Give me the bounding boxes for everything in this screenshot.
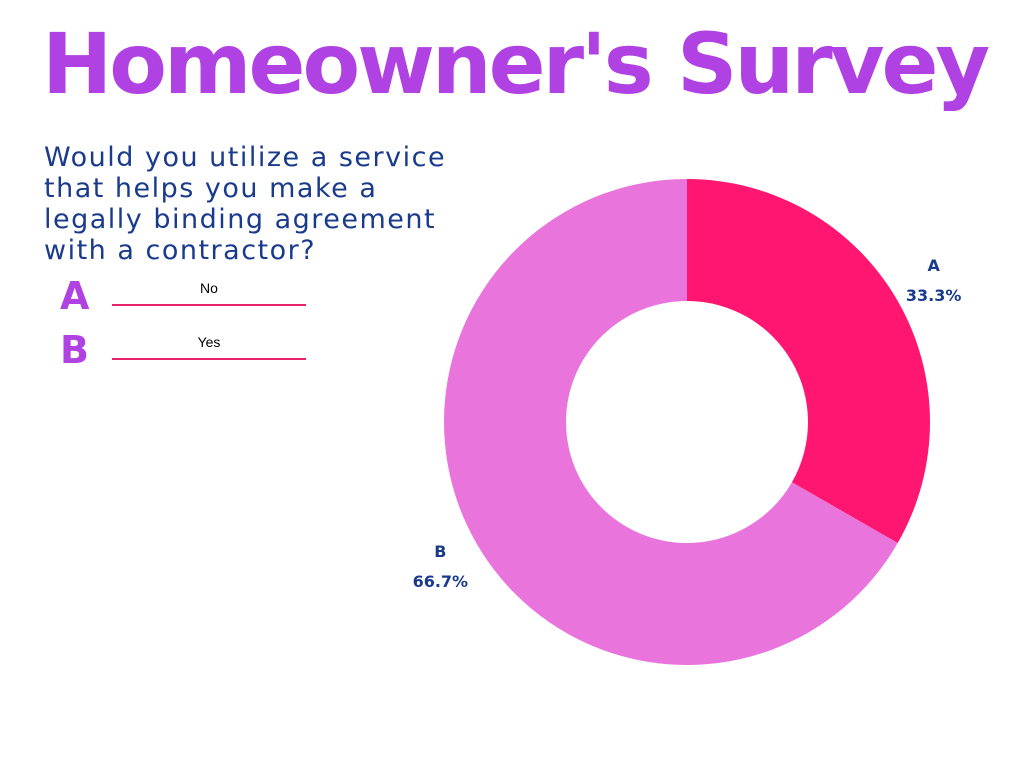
answer-letter: B xyxy=(60,328,89,372)
answer-option-a: A No xyxy=(60,274,320,318)
answer-underline xyxy=(112,304,306,306)
donut-slice-a xyxy=(687,179,930,544)
page-title: Homeowner's Survey xyxy=(42,15,990,113)
slice-category-label: B xyxy=(434,542,446,561)
answer-letter: A xyxy=(60,274,90,318)
answer-underline xyxy=(112,358,306,360)
answer-text: No xyxy=(200,280,218,296)
donut-slice-b xyxy=(444,179,898,665)
slice-value-label: 33.3% xyxy=(906,286,962,305)
answer-text: Yes xyxy=(197,334,221,350)
slice-value-label: 66.7% xyxy=(413,572,469,591)
survey-question: Would you utilize a service that helps y… xyxy=(44,142,447,266)
slice-category-label: A xyxy=(927,256,940,275)
answer-option-b: B Yes xyxy=(60,328,320,372)
